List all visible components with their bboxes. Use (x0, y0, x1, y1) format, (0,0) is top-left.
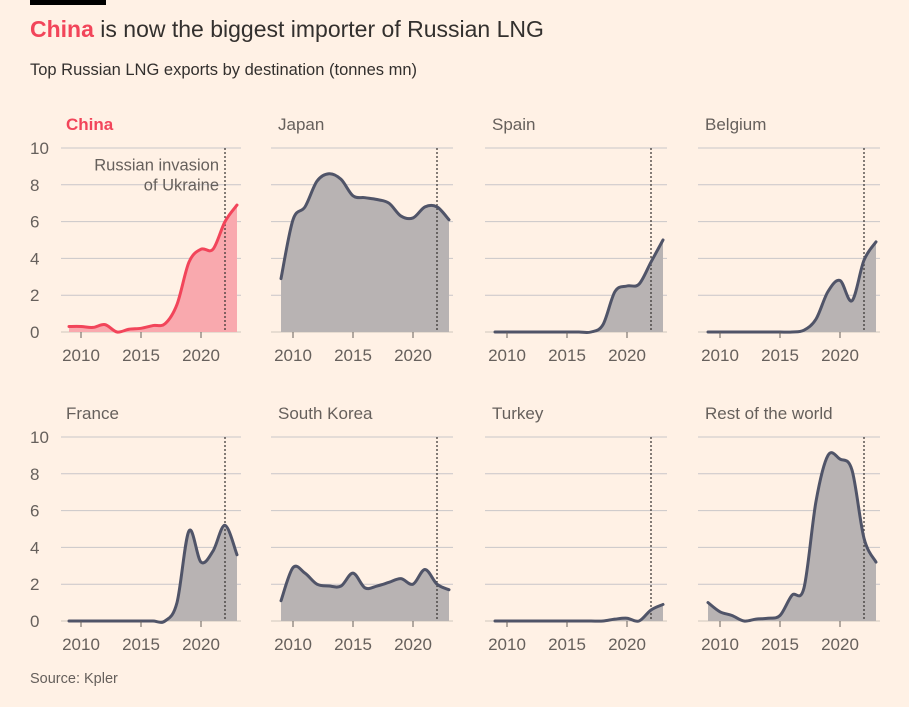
series-line (706, 240, 878, 334)
x-tick-label: 2015 (548, 346, 586, 365)
y-tick-label: 2 (30, 286, 39, 305)
y-tick-label: 10 (30, 428, 49, 447)
x-tick-label: 2015 (548, 635, 586, 654)
x-tick-label: 2010 (62, 635, 100, 654)
panel-japan: 2010 2015 2020 Japan (271, 115, 453, 365)
area-fill (495, 240, 663, 333)
panel-spain: 2010 2015 2020 Spain (485, 115, 667, 365)
x-tick-label: 2010 (488, 635, 526, 654)
x-tick-label: 2010 (701, 635, 739, 654)
panel-south-korea: 2010 2015 2020 South Korea (271, 404, 453, 654)
panel-title: South Korea (278, 404, 373, 423)
panel-title: Belgium (705, 115, 766, 134)
series-line (493, 602, 665, 623)
x-tick-label: 2010 (701, 346, 739, 365)
chart-title: China is now the biggest importer of Rus… (30, 16, 544, 43)
source-note: Source: Kpler (30, 671, 118, 687)
x-tick-label: 2015 (761, 635, 799, 654)
area-fill (495, 604, 663, 622)
panel-rest-of-the-world: 2010 2015 2020 Rest of the world (698, 404, 880, 654)
y-tick-label: 2 (30, 575, 39, 594)
series-line (706, 451, 878, 623)
chart-subtitle: Top Russian LNG exports by destination (… (30, 61, 418, 79)
y-tick-label: 10 (30, 139, 49, 158)
panel-turkey: 2010 2015 2020 Turkey (485, 404, 667, 654)
panel-title: Spain (492, 115, 535, 134)
annotation-line1: Russian invasion (94, 156, 219, 174)
y-tick-label: 0 (30, 323, 39, 342)
series-line (279, 172, 451, 281)
x-tick-label: 2020 (608, 346, 646, 365)
x-tick-label: 2020 (608, 635, 646, 654)
y-tick-label: 8 (30, 176, 39, 195)
y-tick-label: 6 (30, 502, 39, 521)
x-tick-label: 2010 (488, 346, 526, 365)
x-tick-label: 2020 (821, 346, 859, 365)
y-tick-label: 6 (30, 213, 39, 232)
x-tick-label: 2015 (122, 635, 160, 654)
panel-title: China (66, 115, 114, 134)
x-tick-label: 2020 (394, 635, 432, 654)
panel-title: Rest of the world (705, 404, 833, 423)
panel-france: 2010 2015 2020 France 0 2 4 6 8 10 (30, 404, 241, 654)
x-tick-label: 2010 (62, 346, 100, 365)
y-tick-label: 4 (30, 249, 39, 268)
area-fill (69, 525, 237, 623)
area-fill (708, 241, 876, 333)
area-fill (708, 452, 876, 622)
x-tick-label: 2020 (182, 346, 220, 365)
x-tick-label: 2010 (274, 635, 312, 654)
x-tick-label: 2020 (394, 346, 432, 365)
panel-title: Turkey (492, 404, 544, 423)
y-tick-label: 4 (30, 538, 39, 557)
y-tick-label: 0 (30, 612, 39, 631)
series-line (67, 523, 239, 624)
x-tick-label: 2015 (334, 635, 372, 654)
panel-belgium: 2010 2015 2020 Belgium (698, 115, 880, 365)
x-tick-label: 2020 (182, 635, 220, 654)
area-fill (281, 173, 449, 332)
x-tick-label: 2010 (274, 346, 312, 365)
x-tick-label: 2015 (761, 346, 799, 365)
y-tick-label: 8 (30, 465, 39, 484)
title-rest: is now the biggest importer of Russian L… (93, 16, 544, 42)
series-line (67, 203, 239, 334)
area-fill (281, 566, 449, 621)
x-tick-label: 2015 (334, 346, 372, 365)
annotation-line2: of Ukraine (144, 176, 219, 194)
x-tick-label: 2015 (122, 346, 160, 365)
panel-china: 2010 2015 2020 China 0 2 4 6 8 10 Russian invasion… (30, 115, 241, 365)
series-line (279, 564, 451, 603)
area-fill (69, 205, 237, 333)
panel-title: France (66, 404, 119, 423)
title-highlight: China (30, 16, 94, 42)
series-line (493, 238, 665, 335)
brand-bar (30, 0, 106, 5)
panel-title: Japan (278, 115, 324, 134)
x-tick-label: 2020 (821, 635, 859, 654)
